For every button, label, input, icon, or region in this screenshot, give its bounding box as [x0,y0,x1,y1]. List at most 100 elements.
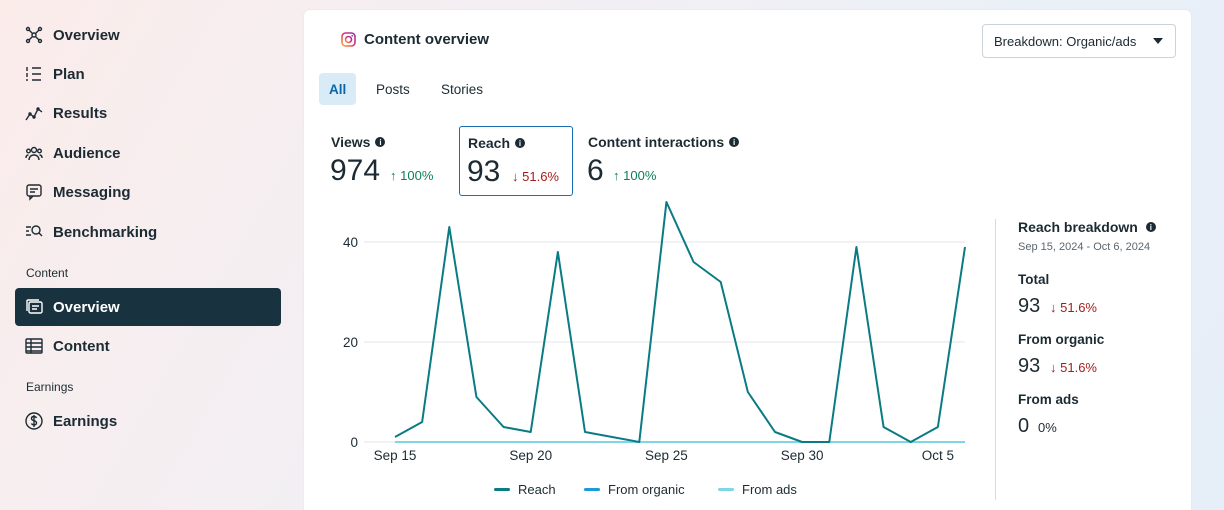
metric-content-interactions[interactable]: Content interactions i 6 ↑ 100% [580,126,750,196]
arrow-up-icon: ↑ [390,168,397,183]
total-label: Total [1018,272,1050,287]
breakdown-label: Breakdown: Organic/ads [994,33,1137,49]
arrow-down-icon: ↓ [512,169,519,184]
legend-label: From ads [742,482,797,497]
legend-from-ads[interactable]: From ads [718,482,797,497]
sidebar-item-label: Earnings [53,412,118,430]
x-tick-label: Sep 25 [645,448,688,463]
metric-label-text: Views [331,134,371,150]
date-range: Sep 15, 2024 - Oct 6, 2024 [1018,241,1151,253]
series-line-reach [394,201,966,443]
total-change: ↓ 51.6% [1050,300,1097,315]
info-icon[interactable]: i [375,137,386,147]
metric-label: Reach i [468,135,526,151]
arrow-down-icon: ↓ [1050,300,1057,315]
metric-label: Views i [331,134,386,150]
sidebar-item-label: Messaging [53,183,131,201]
metric-value: 974 [330,154,381,187]
dollar-circle-icon [25,412,43,430]
info-icon[interactable]: i [515,138,526,148]
ads-label: From ads [1018,392,1079,407]
legend-swatch [718,488,734,491]
sidebar-item-label: Results [53,104,108,122]
x-tick-label: Sep 15 [374,448,417,463]
content-overview-card: Content overview Breakdown: Organic/ads … [304,10,1191,510]
ads-value: 0 [1018,415,1030,437]
arrow-down-icon: ↓ [1050,360,1057,375]
list-icon [25,65,43,83]
sidebar-item-label: Audience [53,144,121,162]
people-icon [25,144,43,162]
legend-from-organic[interactable]: From organic [584,482,685,497]
sidebar-item-content[interactable]: Content [15,327,281,365]
card-title-text: Content overview [364,31,490,48]
metric-change-value: 100% [623,168,657,183]
cards-icon [25,298,43,316]
total-change-value: 51.6% [1060,300,1097,315]
table-icon [25,337,43,355]
metric-value: 6 [587,154,604,187]
metric-change: ↓ 51.6% [512,169,559,184]
x-tick-label: Sep 30 [781,448,824,463]
sidebar-item-benchmarking[interactable]: Benchmarking [15,213,281,251]
arrow-up-icon: ↑ [613,168,620,183]
sidebar-item-overview[interactable]: Overview [15,16,281,54]
sidebar: Overview Plan Results Audience Messaging… [0,0,296,510]
metric-change-value: 51.6% [522,169,559,184]
y-tick-label: 0 [350,435,358,450]
tab-stories[interactable]: Stories [441,81,484,97]
legend-reach[interactable]: Reach [494,482,556,497]
info-icon[interactable]: i [1145,222,1156,232]
card-title: Content overview [341,31,489,48]
ads-change: 0% [1038,420,1057,435]
legend-swatch [494,488,510,491]
search-list-icon [25,223,43,241]
sidebar-item-label: Overview [53,26,120,44]
metric-change: ↑ 100% [390,168,433,183]
tab-all[interactable]: All [319,73,357,105]
legend-label: From organic [608,482,685,497]
organic-label: From organic [1018,332,1105,347]
sidebar-item-label: Plan [53,65,85,83]
metric-label-text: Content interactions [588,134,725,150]
x-tick-label: Sep 20 [509,448,552,463]
reach-line-chart: 0 20 40 Sep 15 Sep 20 Sep 25 Sep 30 Oct 5 [343,201,966,463]
metric-value: 93 [467,155,501,188]
tab-posts[interactable]: Posts [376,81,410,97]
section-label-earnings: Earnings [26,380,74,394]
organic-value: 93 [1018,355,1041,377]
caret-down-icon [1153,38,1163,44]
metric-label-text: Reach [468,135,511,151]
divider [995,219,996,500]
reach-breakdown-title-text: Reach breakdown [1018,219,1138,235]
y-tick-label: 20 [343,335,358,350]
organic-change: ↓ 51.6% [1050,360,1097,375]
reach-breakdown-title: Reach breakdown i [1018,219,1156,235]
organic-change-value: 51.6% [1060,360,1097,375]
sidebar-item-label: Content [53,337,110,355]
metric-label: Content interactions i [588,134,740,150]
legend-swatch [584,488,600,491]
y-tick-label: 40 [343,235,358,250]
sidebar-item-messaging[interactable]: Messaging [15,173,281,211]
metric-views[interactable]: Views i 974 ↑ 100% [323,126,443,196]
metric-change-value: 100% [400,168,434,183]
total-value: 93 [1018,295,1041,317]
info-icon[interactable]: i [729,137,740,147]
x-tick-label: Oct 5 [922,448,954,463]
sidebar-item-label: Overview [53,298,120,316]
message-icon [25,183,43,201]
metric-change: ↑ 100% [613,168,656,183]
line-chart-icon [25,104,43,122]
sidebar-item-plan[interactable]: Plan [15,55,281,93]
section-label-content: Content [26,266,69,280]
network-icon [25,26,43,44]
sidebar-item-results[interactable]: Results [15,94,281,132]
breakdown-dropdown[interactable]: Breakdown: Organic/ads [982,24,1176,58]
instagram-icon [341,32,356,47]
sidebar-item-content-overview[interactable]: Overview [15,288,281,326]
sidebar-item-label: Benchmarking [53,223,158,241]
sidebar-item-earnings[interactable]: Earnings [15,402,281,440]
metric-reach[interactable]: Reach i 93 ↓ 51.6% [459,126,573,196]
sidebar-item-audience[interactable]: Audience [15,134,281,172]
